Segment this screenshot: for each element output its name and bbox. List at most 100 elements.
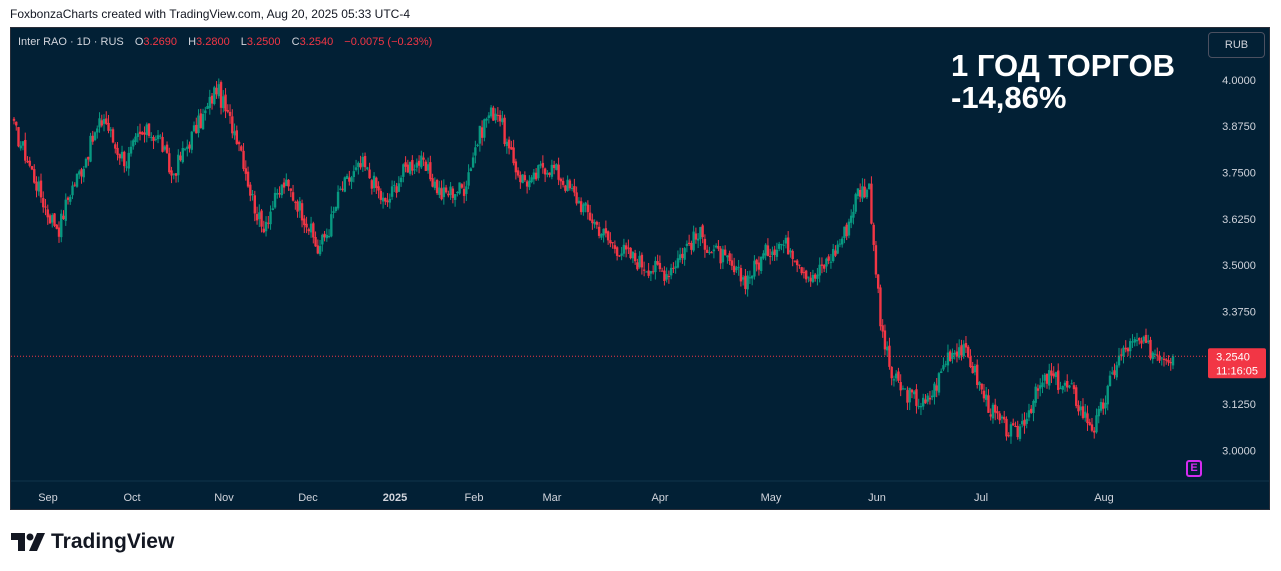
candle-body-147 — [343, 177, 347, 192]
candle-body-362 — [827, 256, 830, 261]
candle-body-260 — [597, 226, 601, 236]
candle-body-392 — [894, 373, 898, 379]
candlestick-chart[interactable]: 4.0000 3.8750 3.7500 3.6250 3.5000 3.3750 3.12… — [11, 28, 1269, 509]
candle-body-498 — [1133, 339, 1136, 343]
candle-body-389 — [888, 345, 891, 367]
candle-body-60 — [147, 123, 151, 136]
candle-body-413 — [942, 365, 945, 370]
candle-body-267 — [613, 245, 617, 249]
candle-body-226 — [521, 174, 524, 184]
candle-body-101 — [240, 146, 243, 151]
candle-body-472 — [1075, 387, 1078, 406]
last-price-badge — [1208, 348, 1266, 379]
currency-button[interactable]: RUB — [1208, 32, 1265, 58]
candle-body-172 — [399, 177, 403, 183]
x-tick-label-6: Mar — [543, 492, 562, 504]
candle-body-420 — [958, 347, 961, 358]
candle-body-462 — [1052, 373, 1055, 377]
candle-body-64 — [156, 135, 160, 140]
candle-body-119 — [280, 184, 284, 196]
candle-body-256 — [588, 212, 592, 221]
candle-body-93 — [222, 96, 225, 109]
earnings-event-icon[interactable]: E — [1186, 460, 1202, 477]
candle-body-137 — [321, 234, 324, 245]
candle-body-485 — [1104, 402, 1107, 409]
candle-body-86 — [206, 105, 209, 110]
candle-body-196 — [453, 194, 457, 200]
tradingview-logo[interactable]: TradingView — [11, 530, 174, 554]
candle-body-343 — [784, 237, 788, 244]
candle-body-247 — [568, 180, 572, 189]
candle-body-187 — [433, 181, 437, 188]
candle-body-222 — [512, 147, 515, 164]
candle-body-25 — [69, 196, 72, 202]
candle-body-349 — [798, 264, 801, 266]
candle-body-390 — [890, 366, 893, 379]
candle-body-414 — [944, 363, 947, 365]
candle-body-227 — [523, 175, 527, 181]
candle-body-458 — [1043, 374, 1046, 381]
candle-body-6 — [26, 160, 29, 163]
candle-body-175 — [406, 164, 410, 173]
countdown-label: 11:16:05 — [1216, 365, 1258, 377]
candle-body-299 — [685, 243, 689, 246]
candle-body-322 — [737, 266, 740, 268]
legend-change: −0.0075 (−0.23%) — [344, 36, 433, 48]
candle-body-62 — [152, 137, 155, 141]
candle-body-45 — [114, 144, 117, 149]
candle-body-275 — [631, 251, 635, 259]
candle-body-161 — [375, 177, 378, 188]
candle-body-245 — [564, 185, 567, 191]
candle-body-234 — [539, 164, 542, 166]
candle-body-344 — [786, 237, 790, 255]
candle-body-150 — [350, 177, 353, 182]
candle-body-223 — [514, 161, 518, 173]
candle-body-261 — [600, 233, 603, 238]
candle-body-70 — [170, 170, 173, 176]
candle-body-403 — [919, 405, 923, 408]
candle-body-324 — [741, 277, 745, 280]
candle-body-40 — [102, 118, 106, 124]
candle-body-123 — [289, 188, 293, 191]
candle-body-467 — [1063, 382, 1067, 386]
candle-body-460 — [1048, 370, 1051, 386]
candle-body-350 — [800, 267, 803, 274]
candle-body-304 — [696, 238, 700, 241]
candle-body-290 — [665, 274, 668, 280]
candle-body-143 — [334, 206, 338, 211]
candle-body-180 — [417, 160, 421, 166]
candle-body-385 — [879, 287, 882, 327]
candle-body-18 — [53, 213, 56, 226]
candle-body-47 — [118, 154, 121, 159]
candle-body-9 — [33, 169, 36, 183]
candle-body-168 — [390, 186, 394, 197]
candle-body-255 — [586, 204, 590, 213]
candle-body-197 — [456, 191, 459, 193]
candle-body-186 — [431, 178, 434, 187]
candle-body-428 — [976, 364, 979, 385]
candle-body-373 — [852, 211, 855, 218]
candle-body-395 — [901, 388, 905, 390]
candle-body-130 — [305, 223, 308, 228]
candle-body-394 — [899, 382, 902, 391]
candle-body-249 — [573, 186, 576, 193]
candle-body-334 — [764, 244, 767, 256]
candle-body-254 — [584, 202, 587, 206]
candle-body-237 — [546, 172, 549, 175]
y-tick-label-4: 3.5000 — [1222, 260, 1256, 272]
candle-body-313 — [717, 245, 720, 249]
candle-body-140 — [327, 236, 331, 238]
candle-body-336 — [768, 256, 772, 258]
candle-body-512 — [1165, 359, 1168, 361]
candle-body-22 — [62, 215, 65, 220]
candle-body-193 — [447, 193, 450, 196]
chart-caption: FoxbonzaCharts created with TradingView.… — [10, 7, 411, 21]
candle-body-11 — [37, 181, 40, 192]
candle-body-323 — [739, 268, 743, 282]
candle-body-104 — [246, 171, 250, 187]
chart-frame[interactable]: 4.0000 3.8750 3.7500 3.6250 3.5000 3.3750 3.12… — [10, 27, 1270, 510]
candle-body-211 — [487, 115, 491, 118]
legend-low-label: L — [240, 36, 247, 48]
candle-body-26 — [71, 185, 74, 196]
candle-body-229 — [528, 180, 531, 188]
